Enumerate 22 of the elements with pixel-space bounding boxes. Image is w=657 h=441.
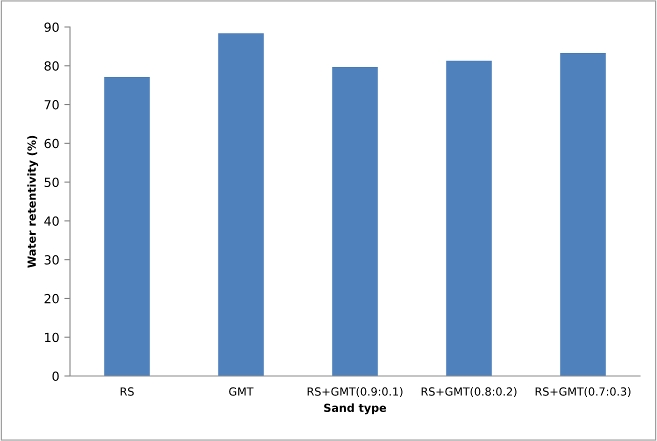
x-tick-label: RS+GMT(0.9:0.1): [308, 387, 402, 398]
bar: [104, 77, 150, 376]
y-tick-label: 30: [44, 255, 59, 265]
x-axis-title: Sand type: [324, 403, 386, 414]
y-tick-label: 20: [44, 294, 59, 304]
bar: [560, 52, 606, 376]
y-tick-label: 0: [52, 371, 59, 381]
y-tick-label: 40: [44, 216, 59, 226]
x-tick-label: GMT: [229, 387, 254, 396]
y-tick-label: 70: [44, 100, 59, 110]
y-tick-label: 60: [44, 138, 59, 148]
bar: [446, 60, 492, 376]
y-tick-label: 10: [45, 332, 59, 342]
y-tick-label: 90: [44, 22, 59, 32]
y-tick-label: 50: [44, 178, 59, 188]
y-axis-title: Water retentivity (%): [27, 136, 38, 268]
bar: [218, 33, 264, 376]
x-tick-label: RS: [120, 387, 134, 396]
x-tick-label: RS+GMT(0.8:0.2): [422, 387, 516, 398]
x-tick-label: RS+GMT(0.7:0.3): [536, 387, 630, 398]
y-tick-label: 80: [44, 61, 59, 71]
bar: [332, 66, 378, 376]
